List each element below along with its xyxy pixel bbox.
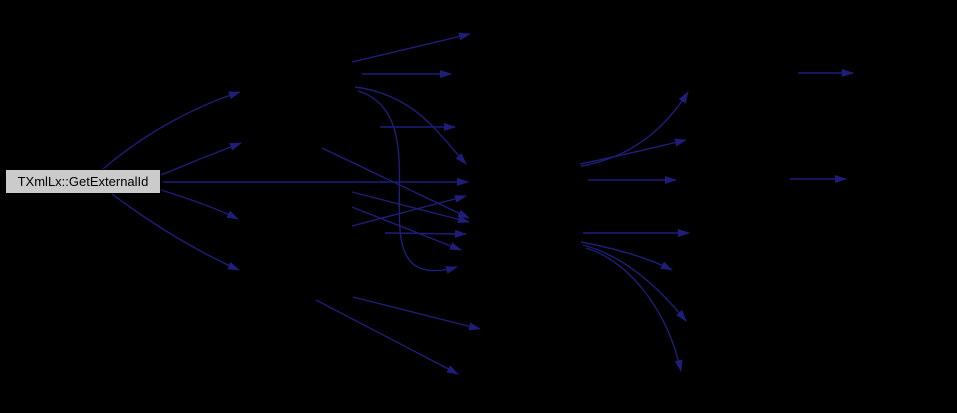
graph-node-current: TXmlLx::GetExternalId [5, 169, 161, 194]
graph-edge [580, 241, 673, 271]
graph-edge [585, 247, 683, 372]
graph-edge [384, 229, 467, 238]
graph-edge [579, 138, 687, 165]
graph-edge [351, 191, 470, 224]
graph-edge [160, 142, 242, 176]
graph-edge [321, 147, 470, 219]
graph-edge [357, 90, 458, 274]
graph-edge [352, 296, 481, 331]
graph-edge [351, 194, 467, 227]
graph-edge [351, 206, 462, 251]
graph-edge [315, 299, 459, 375]
graph-edge [351, 32, 471, 63]
graph-edge [582, 244, 687, 322]
graph-edge [354, 86, 467, 165]
graph-edge [160, 189, 239, 220]
graph-edge [580, 91, 689, 167]
graph-edge [111, 193, 240, 271]
graph-edge [102, 91, 241, 170]
graph-node-label: TXmlLx::GetExternalId [17, 174, 149, 189]
